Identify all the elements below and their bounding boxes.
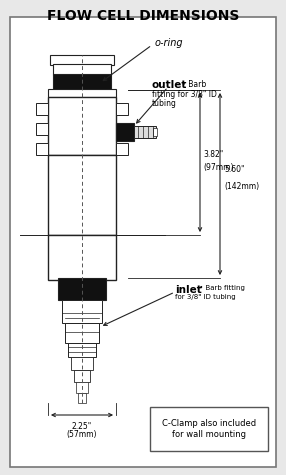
Bar [134,126,156,138]
Text: fitting for 3/8" ID: fitting for 3/8" ID [152,90,217,99]
Text: outlet: outlet [152,80,187,90]
Bar [68,343,96,357]
Bar [36,143,48,155]
Bar [58,278,106,300]
Text: 5.60": 5.60" [224,164,245,173]
Bar [71,357,93,370]
Text: FLOW CELL DIMENSIONS: FLOW CELL DIMENSIONS [47,9,239,23]
Bar [116,103,128,115]
Bar [74,370,90,382]
Text: for 3/8" ID tubing: for 3/8" ID tubing [175,294,236,300]
Text: o-ring: o-ring [155,38,184,48]
Bar [48,155,116,235]
Text: (97mm): (97mm) [203,163,233,172]
Bar [53,74,111,90]
Bar [36,103,48,115]
Bar [62,300,102,323]
Bar [48,235,116,280]
Text: • Barb fitting: • Barb fitting [197,285,245,291]
Bar [48,89,116,97]
Text: inlet: inlet [175,285,202,295]
Bar [116,143,128,155]
Text: • Barb: • Barb [179,80,206,89]
Text: 2.25": 2.25" [72,422,92,431]
Bar [153,128,157,136]
Bar [78,393,86,403]
Bar [65,323,99,343]
Text: 3.82": 3.82" [203,150,223,159]
Bar [76,382,88,393]
Text: C-Clamp also included
for wall mounting: C-Clamp also included for wall mounting [162,419,256,439]
Text: tubing: tubing [152,99,177,108]
Bar [116,123,128,135]
Bar [48,97,116,155]
Text: (142mm): (142mm) [224,181,259,190]
Text: (57mm): (57mm) [67,430,97,439]
Bar [150,407,268,451]
Bar [36,123,48,135]
Bar [116,123,134,141]
Bar [50,55,114,65]
Bar [53,64,111,75]
